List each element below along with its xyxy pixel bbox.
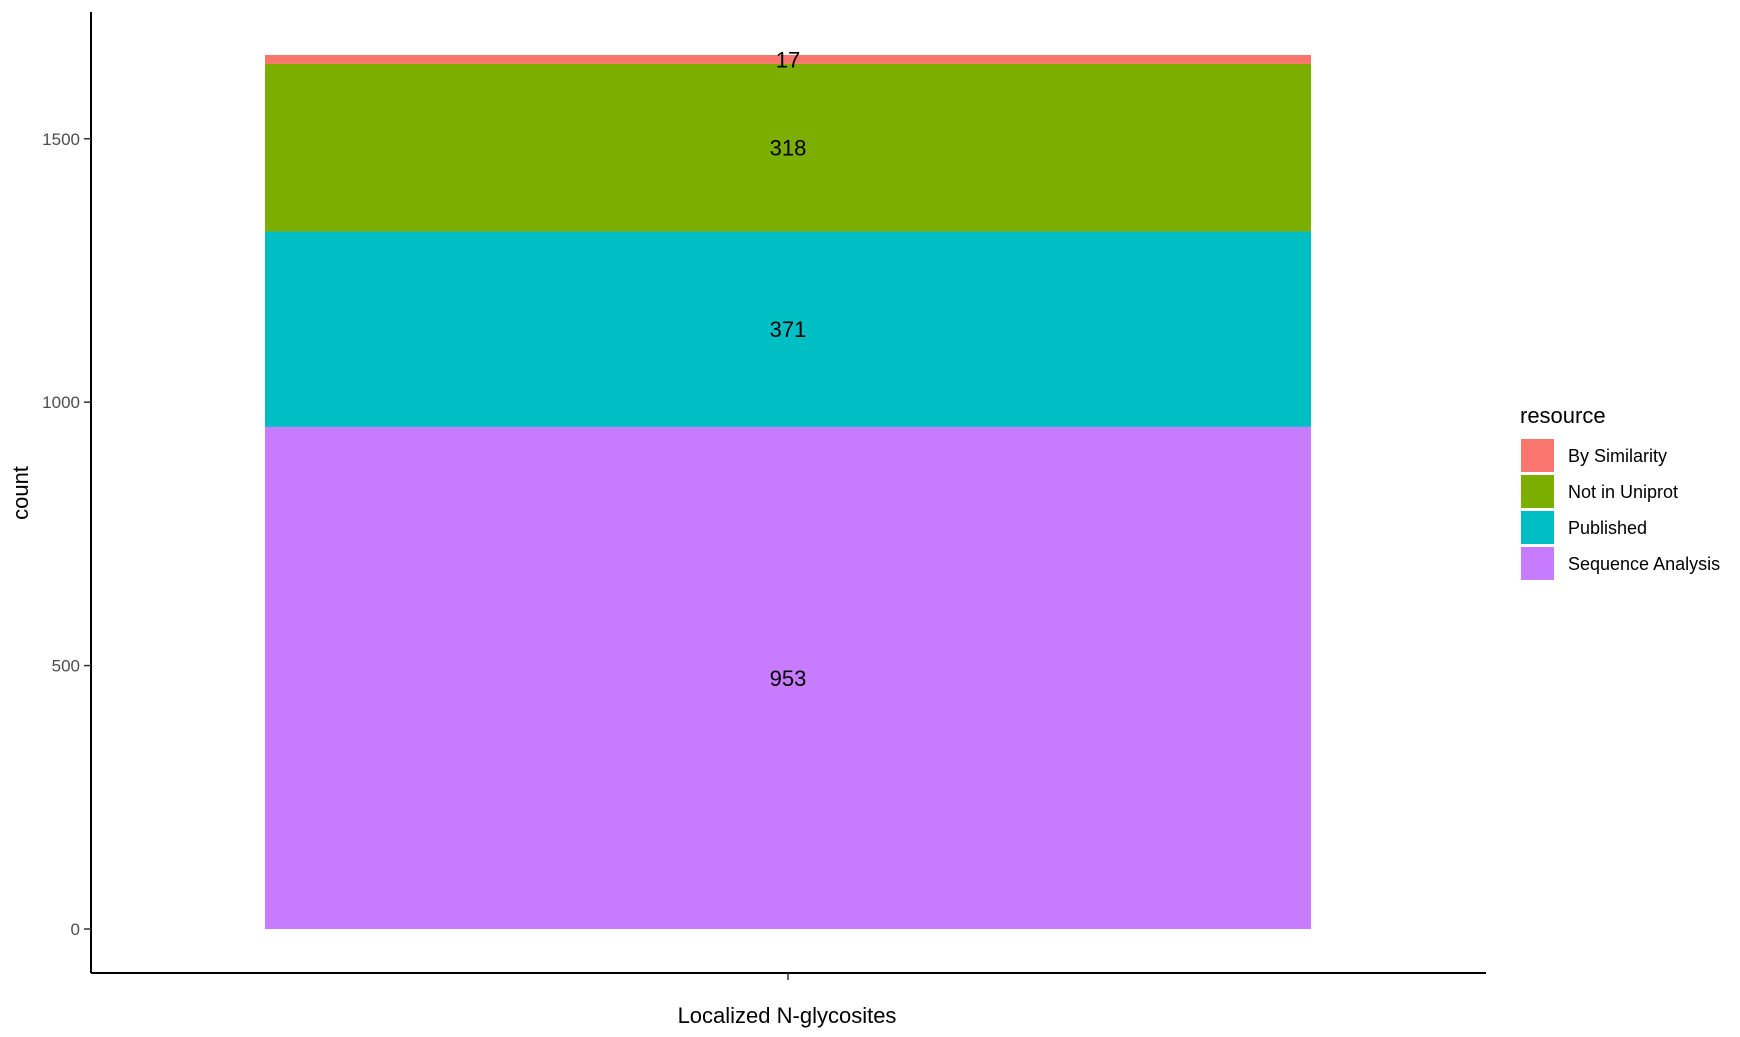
y-axis-title: count [8,466,33,520]
legend: resource By Similarity Not in Uniprot Publ… [1520,403,1720,580]
legend-label-published: Published [1568,518,1647,538]
bar-segment-sequence-analysis [265,426,1311,929]
bar-value-label-by-similarity: 17 [776,47,800,72]
legend-label-by-similarity: By Similarity [1568,446,1667,466]
legend-key-sequence-analysis [1521,547,1554,580]
legend-key-not-in-uniprot [1521,475,1554,508]
y-tick-label: 0 [71,920,80,939]
bar-segment-by-similarity [265,55,1311,64]
y-axis: 0 500 1000 1500 [42,12,92,973]
bar-value-labels: 953 371 318 17 [770,47,807,690]
legend-key-by-similarity [1521,439,1554,472]
bar-stack [265,55,1311,929]
x-axis [91,972,1486,980]
y-tick-label: 1500 [42,130,80,149]
x-axis-title: Localized N-glycosites [678,1003,897,1028]
y-tick-label: 500 [52,657,80,676]
bar-value-label-not-in-uniprot: 318 [770,136,807,161]
bar-value-label-sequence-analysis: 953 [770,666,807,691]
legend-label-sequence-analysis: Sequence Analysis [1568,554,1720,574]
bar-value-label-published: 371 [770,317,807,342]
bar-segment-not-in-uniprot [265,63,1311,232]
legend-label-not-in-uniprot: Not in Uniprot [1568,482,1678,502]
bar-segment-published [265,231,1311,427]
y-tick-label: 1000 [42,393,80,412]
legend-title: resource [1520,403,1606,428]
legend-key-published [1521,511,1554,544]
